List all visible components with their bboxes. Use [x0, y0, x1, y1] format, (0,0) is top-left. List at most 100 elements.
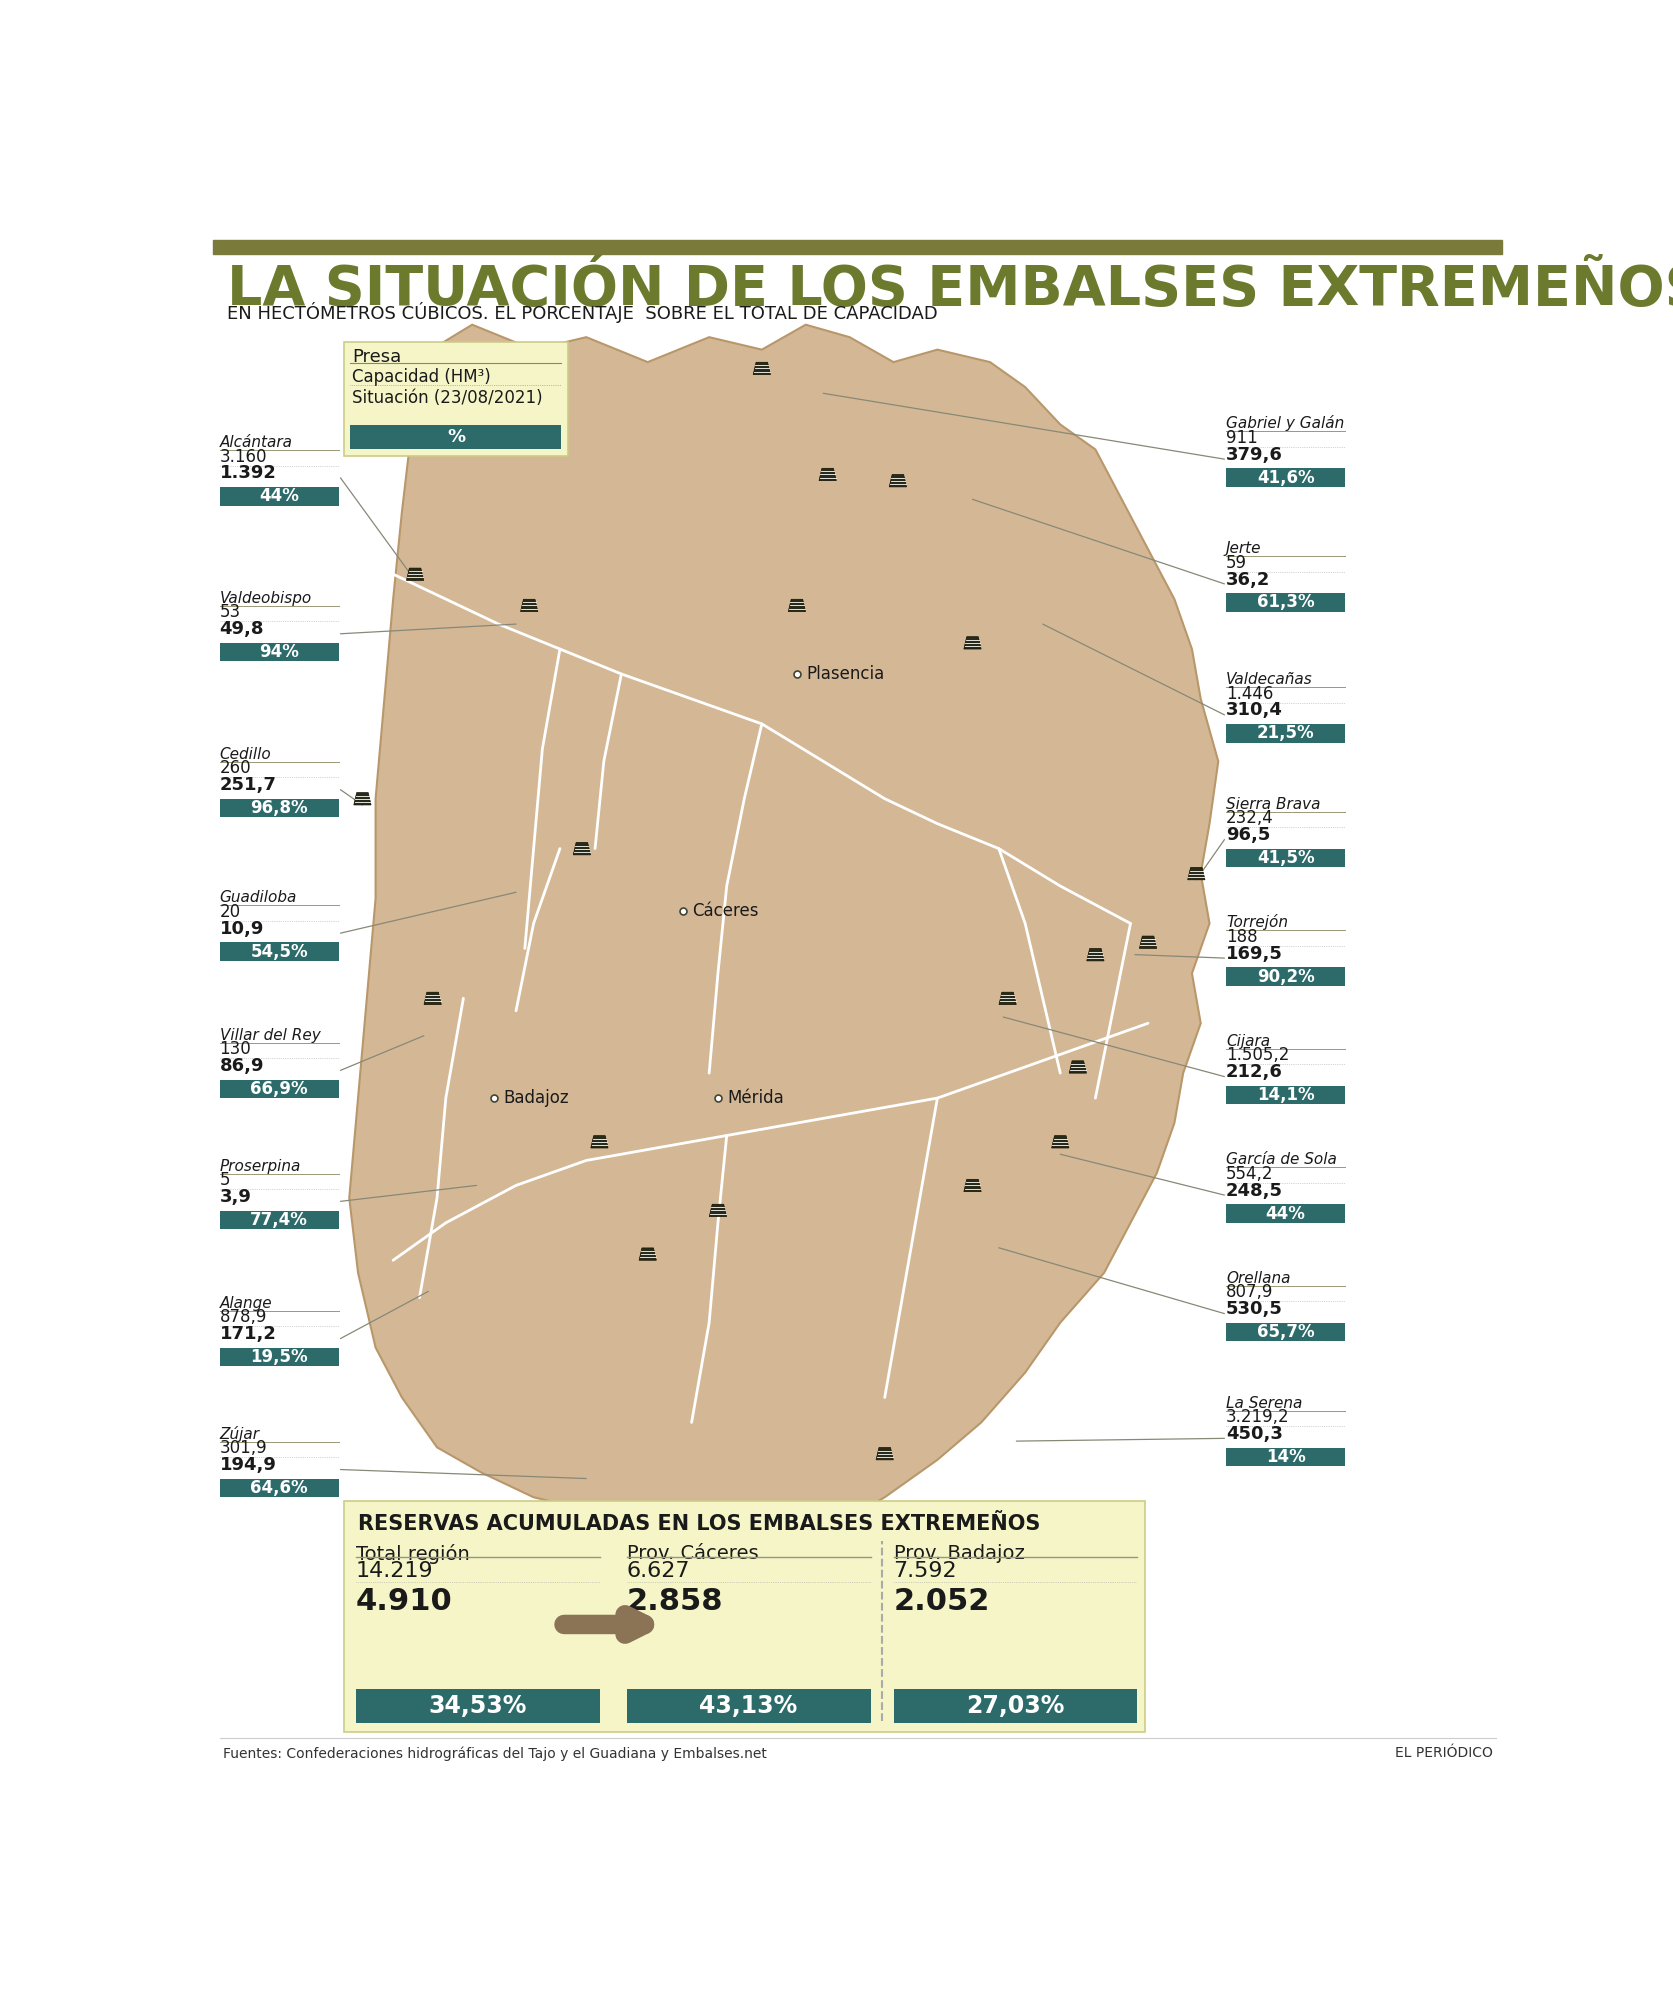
- Text: 36,2: 36,2: [1225, 570, 1270, 588]
- Polygon shape: [818, 468, 836, 480]
- Text: 4.910: 4.910: [356, 1586, 452, 1616]
- Text: 1.446: 1.446: [1225, 684, 1273, 702]
- Bar: [893, 1690, 1136, 1724]
- Bar: [356, 1690, 599, 1724]
- Text: Sierra Brava: Sierra Brava: [1225, 796, 1320, 812]
- Text: Gabriel y Galán: Gabriel y Galán: [1225, 416, 1343, 432]
- Text: 379,6: 379,6: [1225, 446, 1282, 464]
- Polygon shape: [1051, 1136, 1069, 1148]
- Text: 232,4: 232,4: [1225, 810, 1273, 828]
- Text: 77,4%: 77,4%: [251, 1210, 308, 1228]
- Text: 96,5: 96,5: [1225, 826, 1270, 844]
- Text: 450,3: 450,3: [1225, 1424, 1282, 1442]
- Text: 2.858: 2.858: [626, 1586, 723, 1616]
- Text: 251,7: 251,7: [219, 776, 276, 794]
- Bar: [219, 798, 338, 818]
- Text: EL PERIÓDICO: EL PERIÓDICO: [1395, 1746, 1492, 1760]
- Text: Alcántara: Alcántara: [219, 436, 293, 450]
- Bar: [219, 488, 338, 506]
- Text: 1.505,2: 1.505,2: [1225, 1046, 1288, 1064]
- Polygon shape: [591, 1136, 607, 1148]
- Text: Alange: Alange: [219, 1296, 273, 1310]
- Text: 171,2: 171,2: [219, 1326, 276, 1344]
- Text: Valdecañas: Valdecañas: [1225, 672, 1312, 688]
- Text: 7.592: 7.592: [893, 1560, 957, 1580]
- Bar: [1225, 594, 1345, 612]
- Text: 43,13%: 43,13%: [699, 1694, 798, 1718]
- Polygon shape: [888, 474, 907, 486]
- Text: 53: 53: [219, 604, 241, 622]
- Bar: [1225, 1204, 1345, 1222]
- Polygon shape: [999, 992, 1016, 1004]
- Text: 212,6: 212,6: [1225, 1064, 1282, 1082]
- Text: 194,9: 194,9: [219, 1456, 276, 1474]
- Text: 3,9: 3,9: [219, 1188, 251, 1206]
- Text: %: %: [447, 428, 465, 446]
- Bar: [1225, 968, 1345, 986]
- Polygon shape: [709, 1204, 726, 1216]
- Text: 5: 5: [219, 1172, 229, 1190]
- Text: 310,4: 310,4: [1225, 702, 1282, 720]
- Text: La Serena: La Serena: [1225, 1396, 1302, 1410]
- Polygon shape: [407, 568, 423, 580]
- Bar: [1225, 724, 1345, 742]
- Text: Guadiloba: Guadiloba: [219, 890, 296, 906]
- Text: 86,9: 86,9: [219, 1056, 264, 1074]
- Polygon shape: [423, 992, 442, 1004]
- Text: 61,3%: 61,3%: [1256, 594, 1313, 612]
- Polygon shape: [964, 1180, 980, 1192]
- Bar: [1225, 1448, 1345, 1466]
- Text: 66,9%: 66,9%: [251, 1080, 308, 1098]
- Bar: [1225, 848, 1345, 868]
- Text: Mérida: Mérida: [726, 1090, 783, 1108]
- Text: 169,5: 169,5: [1225, 944, 1282, 962]
- Text: 19,5%: 19,5%: [251, 1348, 308, 1366]
- Polygon shape: [353, 792, 371, 804]
- Text: Presa: Presa: [351, 348, 402, 366]
- Polygon shape: [520, 600, 537, 612]
- Bar: [219, 1080, 338, 1098]
- Text: 301,9: 301,9: [219, 1440, 268, 1458]
- Bar: [345, 1502, 1144, 1732]
- Bar: [1225, 1322, 1345, 1342]
- Text: Cáceres: Cáceres: [691, 902, 758, 920]
- Text: Prov. Cáceres: Prov. Cáceres: [626, 1544, 758, 1562]
- Polygon shape: [788, 600, 805, 612]
- Text: 2.052: 2.052: [893, 1586, 989, 1616]
- Text: Zújar: Zújar: [219, 1426, 259, 1442]
- Polygon shape: [572, 842, 591, 854]
- Text: Cedillo: Cedillo: [219, 746, 271, 762]
- Text: 94%: 94%: [259, 644, 299, 662]
- Text: 878,9: 878,9: [219, 1308, 266, 1326]
- Text: Orellana: Orellana: [1225, 1270, 1290, 1286]
- Text: Villar del Rey: Villar del Rey: [219, 1028, 320, 1042]
- Text: Jerte: Jerte: [1225, 542, 1261, 556]
- Text: 554,2: 554,2: [1225, 1164, 1273, 1182]
- Text: García de Sola: García de Sola: [1225, 1152, 1337, 1168]
- Text: 44%: 44%: [259, 488, 299, 506]
- Text: 21,5%: 21,5%: [1256, 724, 1313, 742]
- Polygon shape: [639, 1248, 656, 1260]
- Polygon shape: [1069, 1060, 1086, 1074]
- Text: 188: 188: [1225, 928, 1256, 946]
- Bar: [219, 1348, 338, 1366]
- Text: 49,8: 49,8: [219, 620, 264, 638]
- Text: 248,5: 248,5: [1225, 1182, 1282, 1200]
- Text: EN HECTÓMETROS CÚBICOS. EL PORCENTAJE  SOBRE EL TOTAL DE CAPACIDAD: EN HECTÓMETROS CÚBICOS. EL PORCENTAJE SO…: [228, 302, 937, 322]
- Text: 20: 20: [219, 902, 241, 920]
- Text: Plasencia: Plasencia: [806, 664, 883, 682]
- Text: 54,5%: 54,5%: [251, 942, 308, 960]
- Text: Fuentes: Confederaciones hidrográficas del Tajo y el Guadiana y Embalses.net: Fuentes: Confederaciones hidrográficas d…: [223, 1746, 766, 1760]
- Text: 14.219: 14.219: [356, 1560, 433, 1580]
- Text: 807,9: 807,9: [1225, 1284, 1273, 1302]
- Text: Capacidad (HM³): Capacidad (HM³): [351, 368, 490, 386]
- Bar: [345, 342, 567, 456]
- Text: 34,53%: 34,53%: [428, 1694, 527, 1718]
- Text: 65,7%: 65,7%: [1256, 1324, 1313, 1342]
- Text: 27,03%: 27,03%: [965, 1694, 1064, 1718]
- Text: 6.627: 6.627: [626, 1560, 689, 1580]
- Polygon shape: [753, 362, 770, 374]
- Bar: [350, 424, 560, 450]
- Polygon shape: [350, 324, 1218, 1548]
- Text: 3.160: 3.160: [219, 448, 268, 466]
